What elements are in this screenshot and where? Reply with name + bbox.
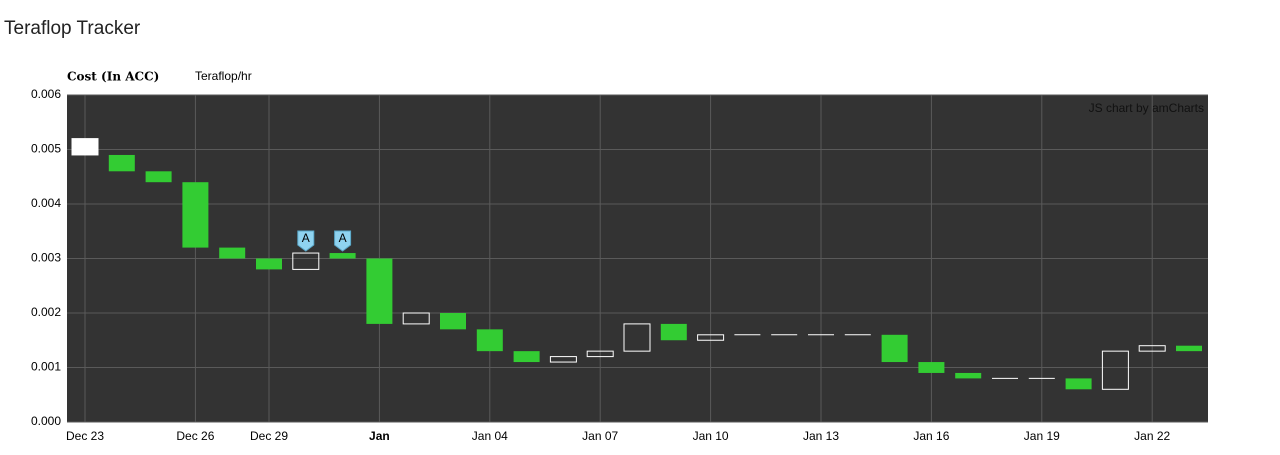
chart-title: Teraflop Tracker <box>4 18 141 39</box>
candle <box>476 329 503 352</box>
candle <box>292 252 320 270</box>
annotation-flag <box>297 230 315 252</box>
candle <box>366 258 393 324</box>
credit: JS chart by amCharts <box>1089 101 1204 115</box>
candle <box>1101 350 1129 390</box>
candle <box>586 350 614 358</box>
x-tick-label: Dec 29 <box>250 429 288 443</box>
y-tick-label: 0.003 <box>31 251 61 265</box>
candle <box>182 182 209 248</box>
x-tick-label: Jan 19 <box>1024 429 1060 443</box>
candle <box>440 313 466 330</box>
y-tick-label: 0.005 <box>31 142 61 156</box>
candle <box>623 323 651 352</box>
y-tick-label: 0.001 <box>31 360 61 374</box>
y-tick-label: 0.002 <box>31 305 61 319</box>
candle <box>881 334 908 363</box>
candle <box>918 362 945 373</box>
candle <box>660 323 687 341</box>
x-tick-label: Jan 13 <box>803 429 839 443</box>
annotation-flag <box>334 230 352 252</box>
candle <box>513 351 540 363</box>
candle <box>329 253 356 259</box>
candle <box>697 334 725 341</box>
candle <box>108 154 135 172</box>
candle <box>256 258 282 270</box>
x-tick-label: Dec 23 <box>66 429 104 443</box>
y-tick-label: 0.004 <box>31 196 61 210</box>
candle <box>1138 345 1166 352</box>
y-tick-label: 0.006 <box>31 87 61 101</box>
annotation-label: A <box>302 231 310 245</box>
y-tick-label: 0.000 <box>31 414 61 428</box>
candle <box>1176 345 1202 352</box>
candle <box>955 372 982 379</box>
legend-label: Cost (In ACC) <box>67 70 159 84</box>
annotation-label: A <box>339 231 347 245</box>
candle <box>402 312 430 325</box>
candle <box>549 356 577 363</box>
candle <box>71 138 99 156</box>
x-tick-label: Jan <box>369 429 390 443</box>
candle <box>145 171 172 183</box>
candle <box>1065 378 1092 390</box>
x-tick-label: Dec 26 <box>176 429 214 443</box>
x-tick-label: Jan 16 <box>913 429 949 443</box>
x-tick-label: Jan 22 <box>1134 429 1170 443</box>
x-tick-label: Jan 10 <box>693 429 729 443</box>
candle <box>219 247 246 259</box>
legend-label: Teraflop/hr <box>195 69 252 83</box>
x-tick-label: Jan 04 <box>472 429 508 443</box>
x-tick-label: Jan 07 <box>582 429 618 443</box>
